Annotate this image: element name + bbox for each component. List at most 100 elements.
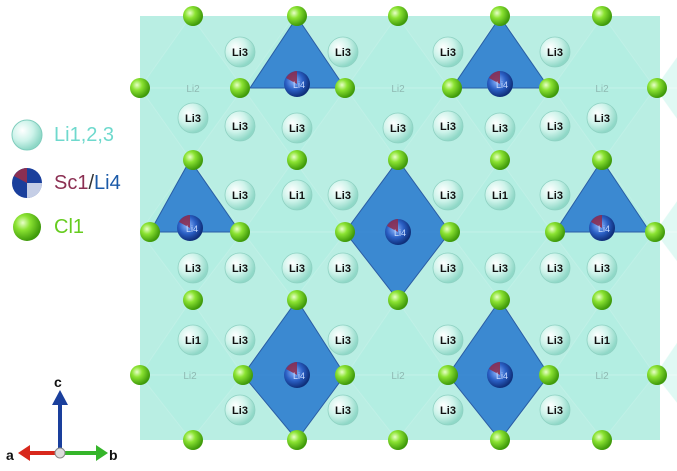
li-polyhedron-facet xyxy=(345,299,450,376)
sc-occupancy-wedge xyxy=(591,215,602,228)
axis-b-arrowhead xyxy=(96,445,108,461)
li-atom xyxy=(327,252,359,284)
li-polyhedron-facet xyxy=(551,15,656,89)
legend-item-li123: Li1,2,3 xyxy=(10,118,114,152)
li-atom-label: Li3 xyxy=(232,190,248,202)
li-atom-label: Li3 xyxy=(440,47,456,59)
li-atom-label: Li1 xyxy=(492,190,508,202)
cl-atom xyxy=(490,290,510,310)
li-atom-label: Li3 xyxy=(547,405,563,417)
li-atom-label: Li3 xyxy=(335,47,351,59)
li-atom xyxy=(432,394,464,426)
sc-occupancy-wedge xyxy=(179,215,190,228)
li-atom xyxy=(281,252,313,284)
li-atom xyxy=(281,179,313,211)
li-atom xyxy=(432,179,464,211)
li-polyhedron-facet xyxy=(345,15,450,89)
sc-occupancy-wedge xyxy=(286,71,297,84)
li4-label: Li4 xyxy=(293,80,305,90)
cl-atom xyxy=(335,222,355,242)
cl-atom xyxy=(647,365,667,385)
cl-atom xyxy=(140,222,160,242)
cl-atom xyxy=(440,222,460,242)
li-atom xyxy=(539,36,571,68)
axis-a-arrowhead xyxy=(18,445,30,461)
li-atom-label: Li3 xyxy=(492,123,508,135)
li-atom-label: Li3 xyxy=(594,113,610,125)
li-atom xyxy=(177,102,209,134)
li-atom xyxy=(432,110,464,142)
li-atom-label: Li3 xyxy=(232,47,248,59)
li-atom xyxy=(539,324,571,356)
li-atom-label: Li3 xyxy=(232,121,248,133)
legend-label-sc1: Sc1 xyxy=(54,171,89,194)
axes-indicator xyxy=(18,390,108,461)
li-atom-label: Li3 xyxy=(547,121,563,133)
li-atom-label: Li3 xyxy=(547,47,563,59)
sc-occupancy-wedge xyxy=(286,362,297,375)
li-atom-label: Li3 xyxy=(335,263,351,275)
legend-label-cl1: Cl1 xyxy=(54,215,85,238)
li-atom xyxy=(382,112,414,144)
li-atom-label: Li1 xyxy=(289,190,305,202)
li-atom xyxy=(224,36,256,68)
li2-label: Li2 xyxy=(186,84,200,95)
legend-label-li123: Li1,2,3 xyxy=(54,123,115,146)
axis-origin xyxy=(54,447,66,459)
cl-atom xyxy=(335,78,355,98)
li-atom xyxy=(539,252,571,284)
li-polyhedron-facet xyxy=(550,374,657,441)
cl-atom xyxy=(592,430,612,450)
cl-atom xyxy=(388,430,408,450)
cl-atom xyxy=(230,222,250,242)
li4-label: Li4 xyxy=(186,224,198,234)
li-atom-label: Li3 xyxy=(289,123,305,135)
cl-atom xyxy=(647,78,667,98)
li-atom-label: Li3 xyxy=(335,190,351,202)
legend-label-li4: Li4 xyxy=(94,171,121,194)
li-atom-label: Li3 xyxy=(440,190,456,202)
li-atom-label: Li3 xyxy=(440,335,456,347)
li-atom xyxy=(432,252,464,284)
cl-atom xyxy=(183,6,203,26)
li4-label: Li4 xyxy=(496,371,508,381)
li-atom-label: Li3 xyxy=(335,335,351,347)
sc-occupancy-wedge xyxy=(387,219,398,232)
li-atom-label: Li3 xyxy=(185,263,201,275)
sc-occupancy-wedge xyxy=(489,71,500,84)
li-polyhedron-facet xyxy=(654,200,677,233)
li4-label: Li4 xyxy=(394,228,406,238)
li-atom-label: Li3 xyxy=(335,405,351,417)
cl-atom xyxy=(539,365,559,385)
cl-atom xyxy=(130,78,150,98)
li-atom-label: Li3 xyxy=(289,263,305,275)
legend-item-cl1: Cl1 xyxy=(10,210,84,244)
cl-atom xyxy=(442,78,462,98)
li-atom-label: Li3 xyxy=(440,263,456,275)
li4-label: Li4 xyxy=(496,80,508,90)
li-atom xyxy=(327,179,359,211)
cl-atom xyxy=(438,365,458,385)
li-atom xyxy=(539,110,571,142)
li2-label: Li2 xyxy=(391,84,405,95)
axis-label-b: b xyxy=(109,447,118,463)
li-atom-label: Li1 xyxy=(185,335,201,347)
cl-atom xyxy=(183,430,203,450)
li-atom xyxy=(327,394,359,426)
cl-atom xyxy=(233,365,253,385)
li-atom-label: Li3 xyxy=(232,263,248,275)
cl-atom xyxy=(388,290,408,310)
cl-atom xyxy=(388,6,408,26)
li2-label: Li2 xyxy=(595,84,609,95)
li-atom xyxy=(224,179,256,211)
li4-label: Li4 xyxy=(598,224,610,234)
li-polyhedron-facet xyxy=(138,374,245,441)
li-atom-label: Li3 xyxy=(594,263,610,275)
cl-atom xyxy=(230,78,250,98)
cl-atom xyxy=(335,365,355,385)
li2-label: Li2 xyxy=(183,371,197,382)
li-atom-label: Li3 xyxy=(390,123,406,135)
li-polyhedron-facet xyxy=(139,15,244,89)
cl-atom xyxy=(592,150,612,170)
